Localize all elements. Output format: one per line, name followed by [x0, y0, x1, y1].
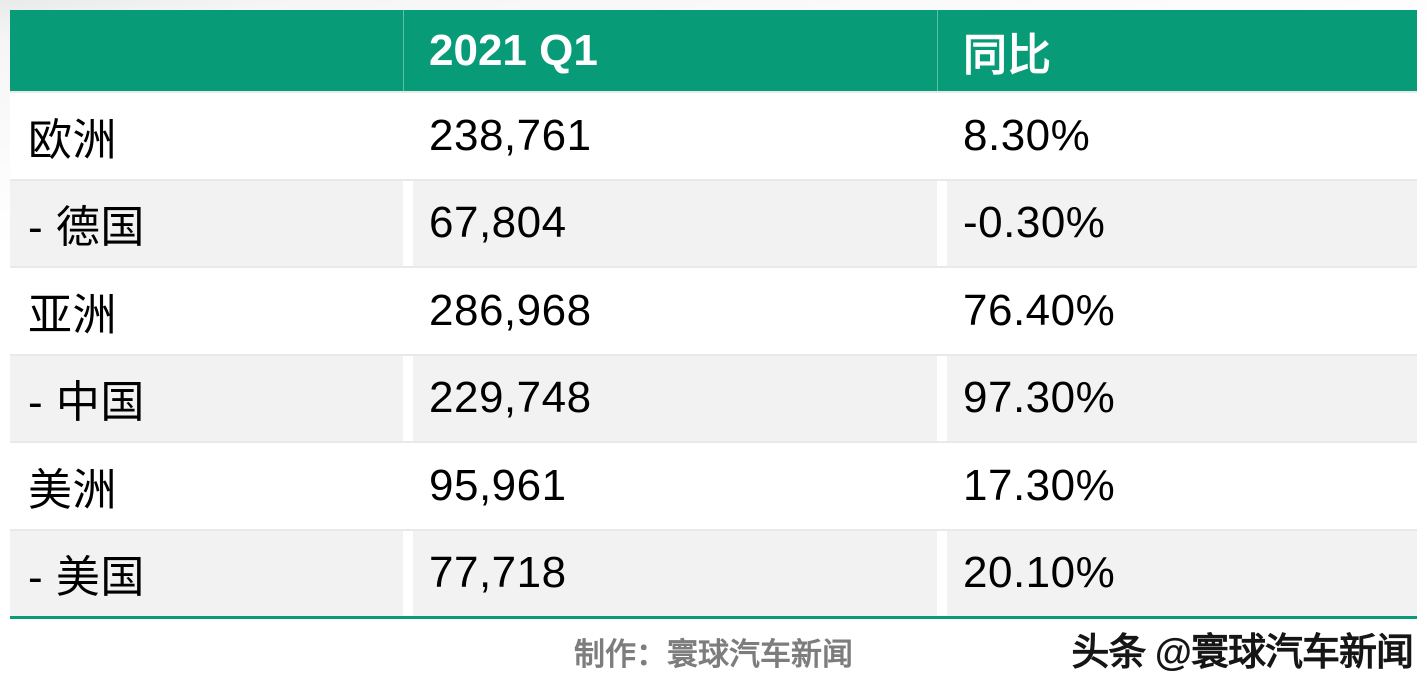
region-cell: - 中国 [28, 378, 145, 428]
sales-table: 2021 Q1 同比 欧洲 238,761 8.30% - 德国 67,804 … [10, 10, 1417, 619]
table-row-americas: 美洲 95,961 17.30% [10, 441, 1417, 529]
yoy-cell: -0.30% [937, 180, 1417, 266]
credit-line: 制作：寰球汽车新闻 [574, 637, 853, 672]
header-cell-period: 2021 Q1 [403, 10, 937, 91]
value-cell: 286,968 [403, 268, 937, 354]
value-cell: 77,718 [403, 530, 937, 616]
yoy-cell: 17.30% [937, 443, 1417, 529]
region-cell: 美洲 [28, 465, 117, 515]
yoy-cell: 97.30% [937, 355, 1417, 441]
table-row-europe: 欧洲 238,761 8.30% [10, 91, 1417, 179]
value-cell: 67,804 [403, 180, 937, 266]
table-header-row: 2021 Q1 同比 [10, 10, 1417, 91]
yoy-cell: 8.30% [937, 93, 1417, 179]
region-cell: - 美国 [28, 553, 145, 603]
region-cell: 欧洲 [28, 115, 117, 165]
value-cell: 95,961 [403, 443, 937, 529]
toutiao-watermark: 头条 @寰球汽车新闻 [1071, 632, 1414, 674]
region-cell: 亚洲 [28, 290, 117, 340]
yoy-cell: 20.10% [937, 530, 1417, 616]
yoy-cell: 76.40% [937, 268, 1417, 354]
table-row-china: - 中国 229,748 97.30% [10, 353, 1417, 441]
header-cell-region [10, 10, 403, 91]
region-cell: - 德国 [28, 203, 145, 253]
value-cell: 229,748 [403, 355, 937, 441]
value-cell: 238,761 [403, 93, 937, 179]
table-row-asia: 亚洲 286,968 76.40% [10, 266, 1417, 354]
table-row-usa: - 美国 77,718 20.10% [10, 528, 1417, 616]
table-row-germany: - 德国 67,804 -0.30% [10, 178, 1417, 266]
header-cell-yoy: 同比 [937, 10, 1417, 91]
